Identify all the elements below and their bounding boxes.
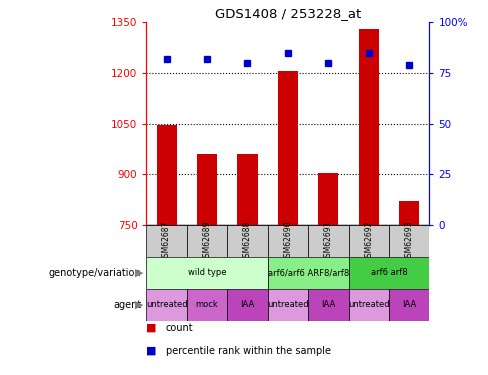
Text: ■: ■: [146, 323, 157, 333]
Bar: [399, 201, 419, 225]
Title: GDS1408 / 253228_at: GDS1408 / 253228_at: [215, 7, 361, 20]
Bar: [227, 225, 268, 257]
Text: GSM62689: GSM62689: [203, 220, 212, 262]
Bar: [389, 289, 429, 321]
Text: IAA: IAA: [241, 300, 255, 309]
Text: GSM62691: GSM62691: [324, 220, 333, 262]
Bar: [318, 172, 339, 225]
Text: ▶: ▶: [136, 268, 144, 278]
Bar: [308, 289, 348, 321]
Text: GSM62692: GSM62692: [364, 220, 373, 262]
Text: IAA: IAA: [402, 300, 416, 309]
Bar: [187, 225, 227, 257]
Bar: [278, 71, 298, 225]
Bar: [308, 225, 348, 257]
Text: GSM62690: GSM62690: [284, 220, 292, 262]
Text: genotype/variation: genotype/variation: [49, 268, 142, 278]
Text: IAA: IAA: [321, 300, 335, 309]
Bar: [268, 225, 308, 257]
Bar: [359, 29, 379, 225]
Text: GSM62693: GSM62693: [405, 220, 414, 262]
Text: arf6/arf6 ARF8/arf8: arf6/arf6 ARF8/arf8: [267, 268, 349, 278]
Bar: [237, 154, 258, 225]
Bar: [146, 257, 268, 289]
Bar: [197, 154, 217, 225]
Bar: [389, 225, 429, 257]
Text: arf6 arf8: arf6 arf8: [371, 268, 407, 278]
Bar: [348, 257, 429, 289]
Text: GSM62687: GSM62687: [162, 220, 171, 262]
Text: count: count: [166, 323, 194, 333]
Bar: [187, 289, 227, 321]
Bar: [227, 289, 268, 321]
Text: GSM62688: GSM62688: [243, 220, 252, 262]
Bar: [348, 225, 389, 257]
Bar: [146, 225, 187, 257]
Text: untreated: untreated: [267, 300, 309, 309]
Bar: [157, 125, 177, 225]
Bar: [268, 289, 308, 321]
Text: agent: agent: [113, 300, 142, 310]
Text: untreated: untreated: [348, 300, 389, 309]
Text: wild type: wild type: [188, 268, 226, 278]
Text: mock: mock: [196, 300, 219, 309]
Bar: [348, 289, 389, 321]
Text: ▶: ▶: [136, 300, 144, 310]
Bar: [268, 257, 348, 289]
Bar: [146, 289, 187, 321]
Text: untreated: untreated: [146, 300, 187, 309]
Text: ■: ■: [146, 346, 157, 355]
Text: percentile rank within the sample: percentile rank within the sample: [166, 346, 331, 355]
